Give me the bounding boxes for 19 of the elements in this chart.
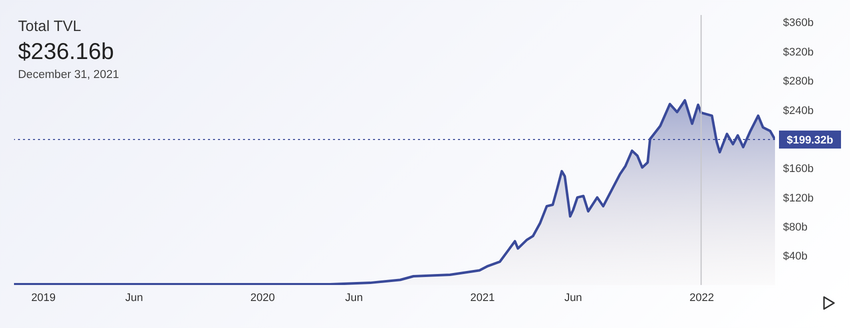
y-tick-label: $360b [783, 17, 814, 30]
y-tick-label: $80b [783, 222, 808, 234]
y-tick-label: $320b [783, 46, 814, 58]
annotation: December 31, 2021 [18, 69, 120, 81]
x-tick-label: Jun [564, 292, 582, 304]
y-tick-label: $240b [783, 104, 814, 117]
x-tick-label: 2019 [31, 292, 56, 304]
ref-line-label: $199.32b [786, 134, 834, 147]
y-tick-label: $120b [783, 192, 814, 204]
x-tick-label: 2022 [689, 292, 714, 304]
x-tick-label: 2020 [250, 292, 275, 304]
chart-title: Total TVL [18, 18, 82, 35]
y-tick-label: $160b [783, 163, 814, 176]
x-tick-label: Jun [345, 292, 363, 304]
y-tick-label: $280b [783, 76, 814, 88]
x-tick-label: 2021 [470, 292, 495, 304]
y-tick-label: $40b [783, 250, 808, 263]
x-tick-label: Jun [125, 292, 143, 304]
text: $236.16b [18, 38, 115, 65]
